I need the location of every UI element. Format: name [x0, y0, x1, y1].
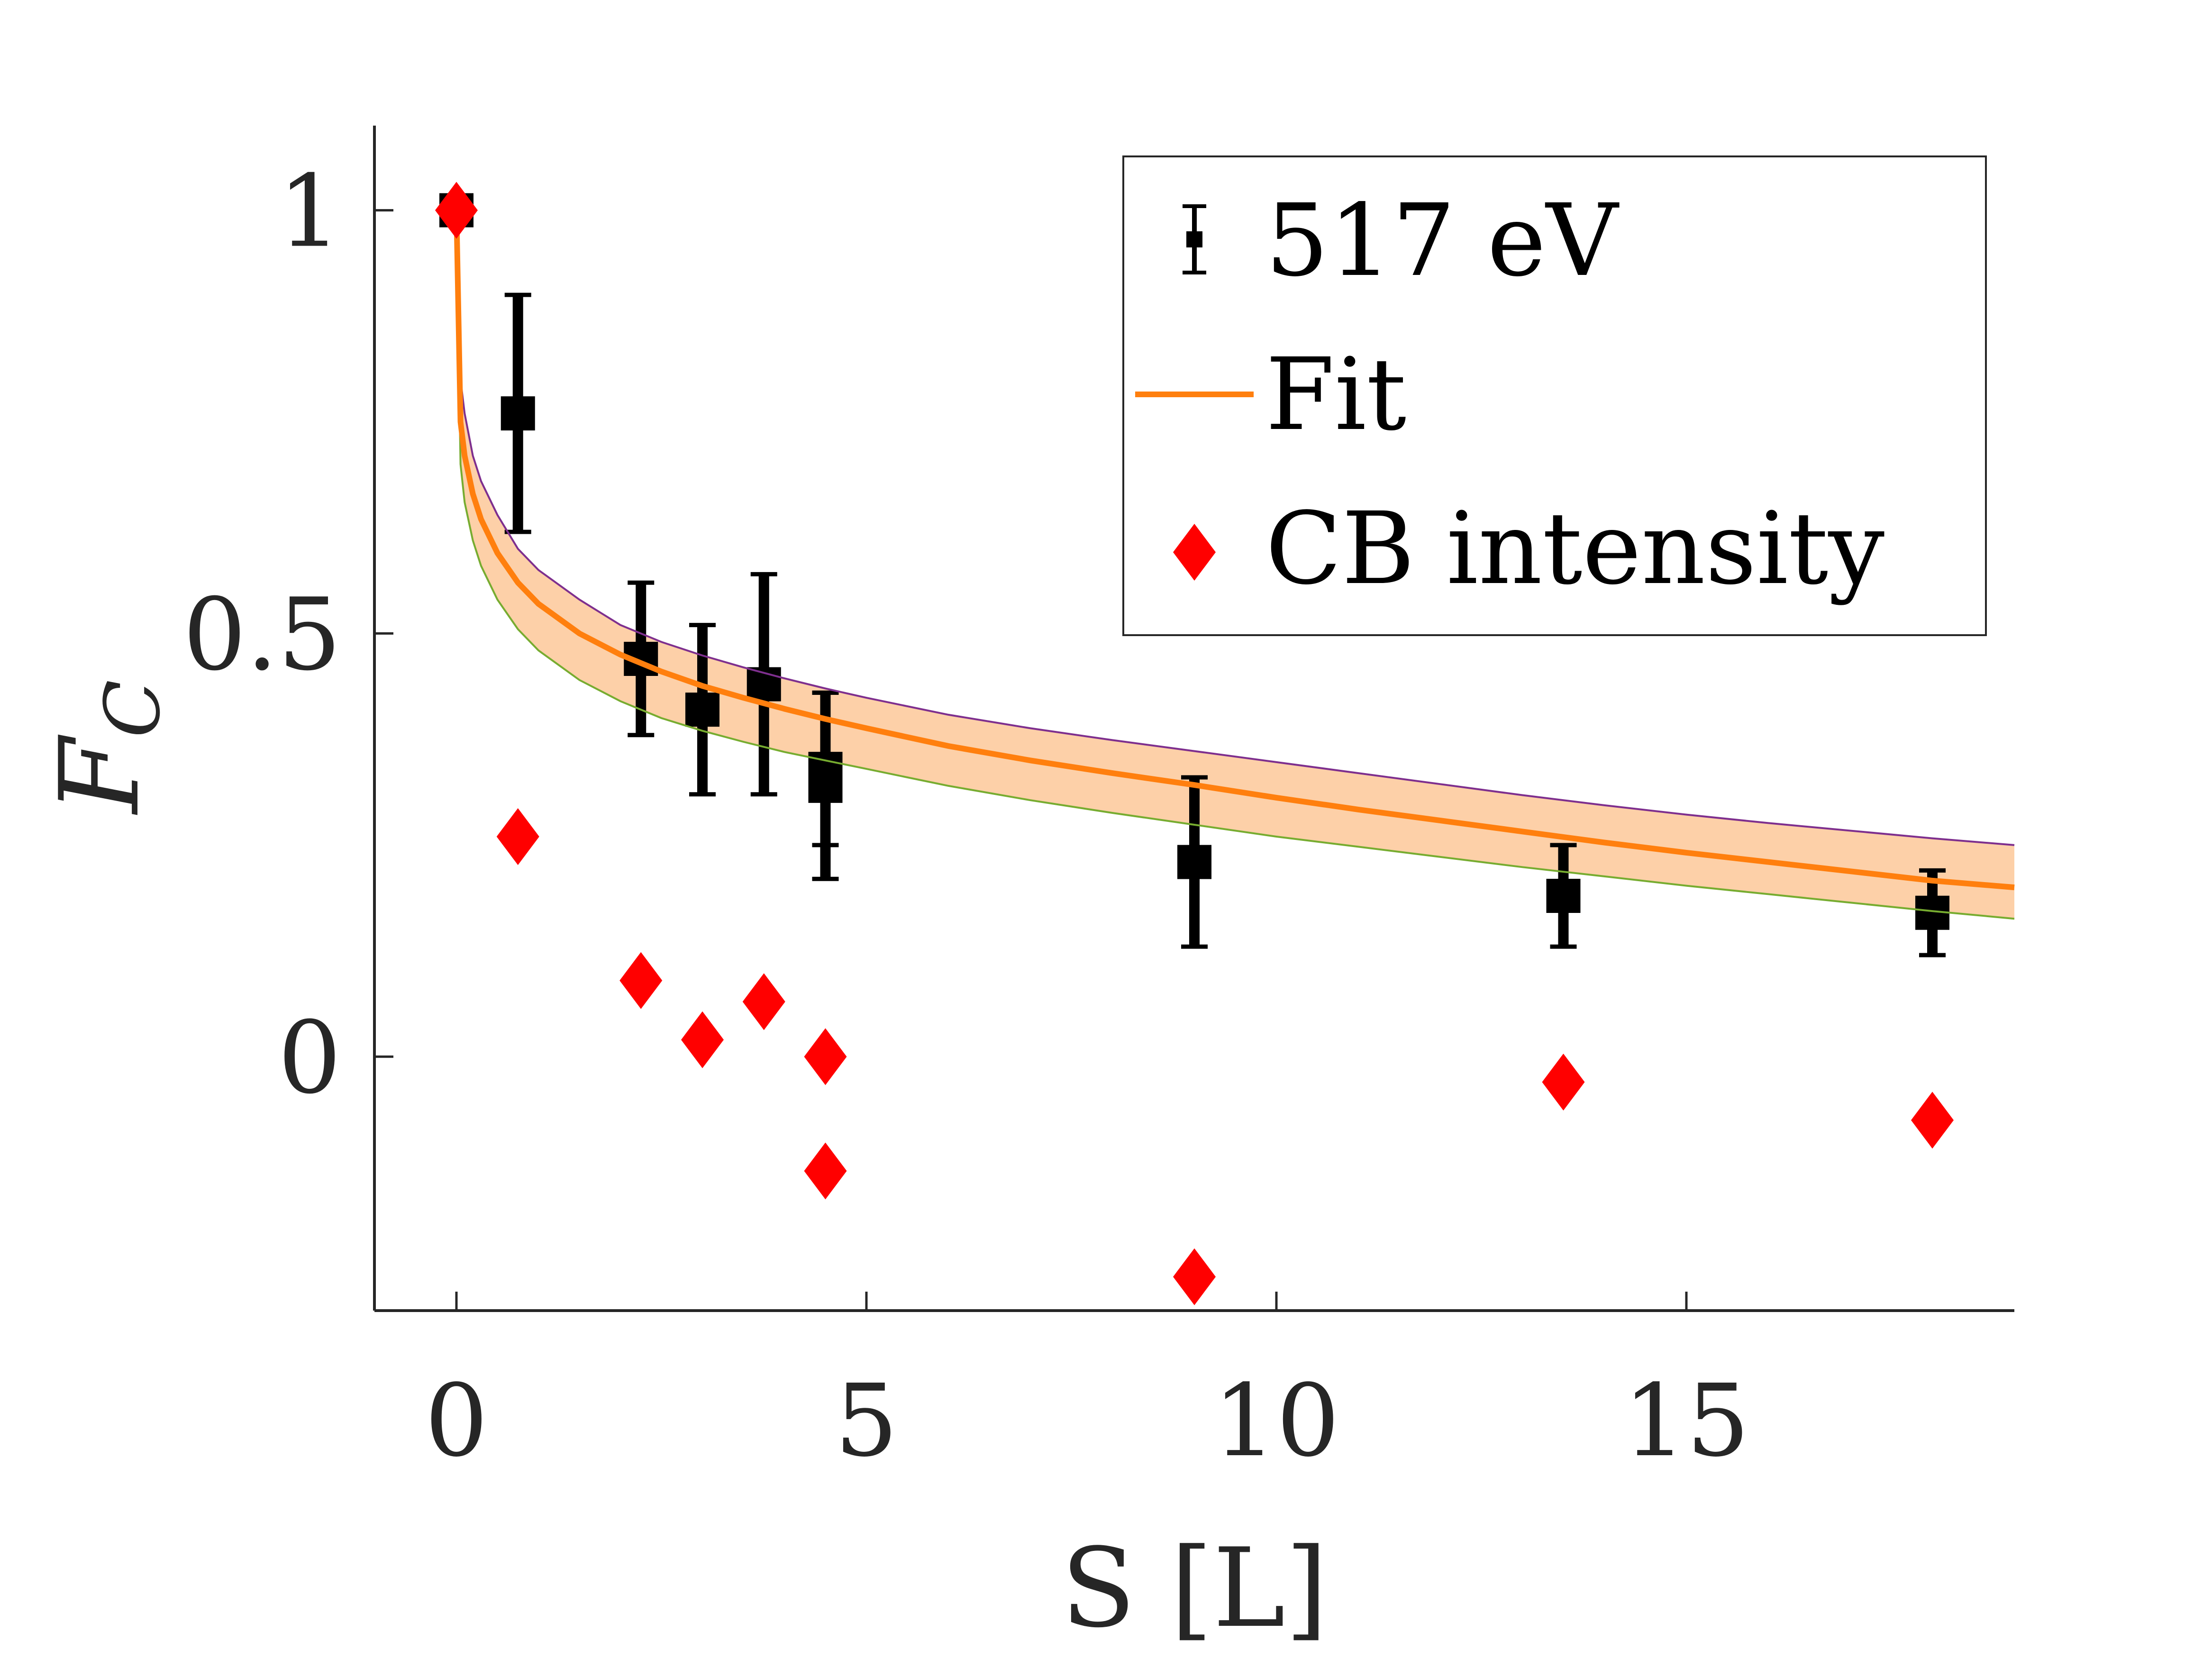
x-tick-label: 10 — [1213, 1363, 1339, 1479]
cb-intensity-point — [1911, 1092, 1954, 1149]
cb-intensity-point — [742, 973, 785, 1030]
errorbar-marker — [685, 693, 719, 727]
y-tick-label: 0 — [278, 1000, 341, 1116]
legend-label-517-ev: 517 eV — [1265, 182, 1620, 299]
cb-intensity-point — [1173, 1248, 1216, 1305]
cb-intensity-point — [804, 1028, 847, 1085]
x-axis-ticks: 0 5 10 15 — [425, 1292, 1750, 1479]
legend-entry-517-ev: 517 eV — [1183, 182, 1620, 299]
errorbar-marker — [1177, 845, 1211, 879]
legend-label-cb-intensity: CB intensity — [1265, 491, 1884, 607]
fit-confidence-band — [456, 210, 2014, 919]
legend-box — [1122, 155, 1987, 636]
errorbar-point — [1546, 843, 1581, 949]
errorbar-point — [808, 690, 843, 881]
cb-intensity-point — [804, 1142, 847, 1200]
plot-area — [435, 182, 2015, 1305]
cb-intensity-point — [1542, 1053, 1585, 1111]
y-axis-ticks: 00.51 — [183, 154, 393, 1116]
cb-intensity-point — [435, 182, 478, 239]
fit-line — [454, 210, 2015, 891]
legend: 517 eV Fit CB intensity — [1122, 155, 1987, 636]
legend-square-marker-icon — [1186, 231, 1202, 247]
y-axis-label-subscript: C — [88, 680, 177, 738]
errorbar-marker — [1546, 879, 1581, 913]
x-axis-label: S [L] — [1061, 1525, 1328, 1652]
x-tick-label: 15 — [1623, 1363, 1749, 1479]
y-axis-label-main: F — [37, 734, 164, 815]
cb-intensity-point — [681, 1011, 724, 1068]
legend-label-fit: Fit — [1265, 337, 1406, 453]
x-tick-label: 0 — [425, 1363, 488, 1479]
fit-band-lower-edge — [455, 210, 2015, 920]
legend-entry-fit: Fit — [1135, 337, 1406, 453]
errorbar-point — [1177, 775, 1211, 949]
errorbar-marker — [501, 396, 535, 431]
y-tick-label: 0.5 — [183, 576, 341, 693]
x-tick-label: 5 — [835, 1363, 898, 1479]
axes: 0 5 10 15 00.51 S [L] FC — [37, 126, 2014, 1652]
errorbar-point — [501, 292, 535, 534]
y-tick-label: 1 — [278, 154, 341, 270]
y-axis-label: FC — [37, 680, 177, 815]
cb-intensity-point — [619, 952, 663, 1009]
cb-intensity-point — [496, 808, 539, 865]
legend-diamond-icon — [1173, 524, 1216, 581]
errorbar-marker — [808, 768, 843, 803]
legend-entry-cb-intensity: CB intensity — [1173, 491, 1884, 607]
fit-band-upper-edge — [455, 210, 2015, 846]
errorbar-point — [685, 623, 719, 797]
